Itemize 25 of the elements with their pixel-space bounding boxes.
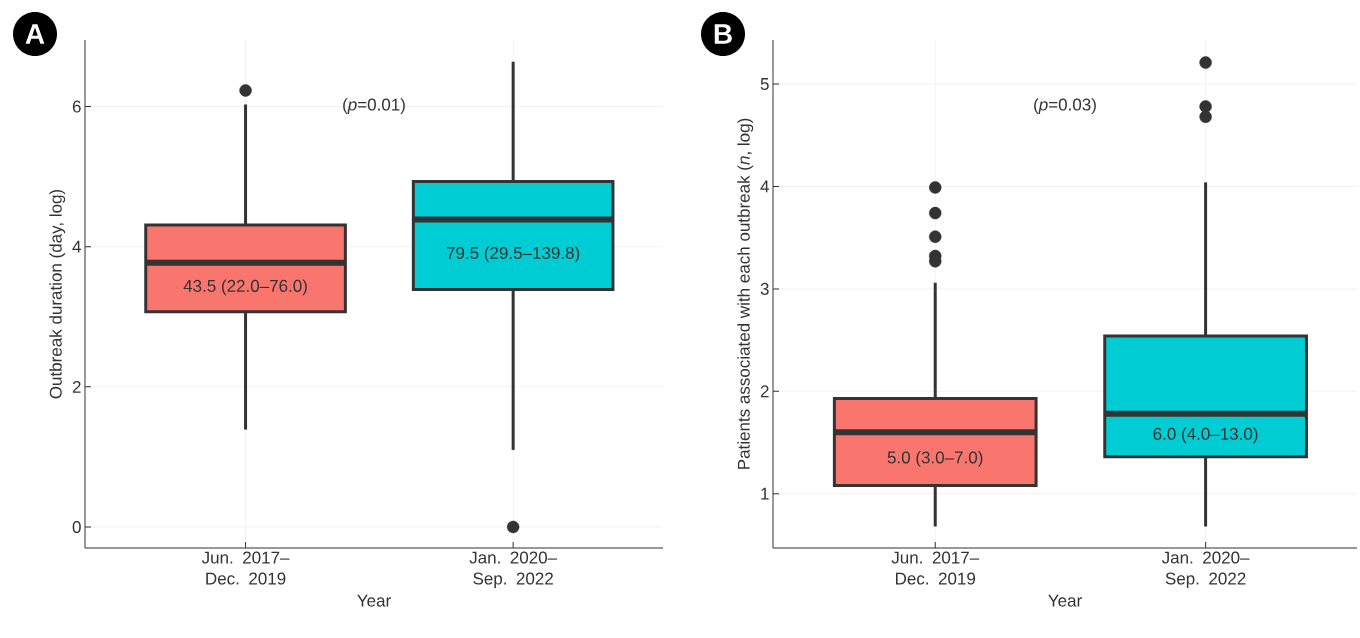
x-axis-title: Year <box>357 594 391 607</box>
y-axis-title: Patients associated with each outbreak (n, log) <box>737 118 754 469</box>
annotation: 6.0 (4.0–13.0) <box>1153 427 1258 444</box>
annotation: 43.5 (22.0–76.0) <box>183 279 307 296</box>
x-tick-label: Jun. 2017– Dec. 2019 <box>891 551 980 585</box>
x-tick-label: Jan. 2020– Sep. 2022 <box>1161 551 1250 588</box>
chart-title: B <box>714 24 732 44</box>
annotation: 79.5 (29.5–139.8) <box>446 246 580 263</box>
y-tick-label: 0 <box>72 520 81 533</box>
y-tick-label: 4 <box>760 180 769 193</box>
y-tick-label: 5 <box>760 78 769 90</box>
y-tick-label: 6 <box>72 100 81 113</box>
y-tick-label: 2 <box>72 380 81 393</box>
x-axis-title: Year <box>1048 594 1082 607</box>
y-tick-label: 3 <box>760 282 769 295</box>
annotation: (p=0.01) <box>343 98 405 114</box>
y-tick-label: 2 <box>760 385 769 398</box>
y-tick-label: 4 <box>72 240 81 253</box>
annotation: 5.0 (3.0–7.0) <box>887 450 983 467</box>
x-tick-label: Jun. 2017– Dec. 2019 <box>201 551 290 585</box>
x-tick-label: Jan. 2020– Sep. 2022 <box>469 551 558 588</box>
y-tick-label: 1 <box>761 487 769 500</box>
chart-title: A <box>25 24 45 44</box>
y-axis-title: Outbreak duration (day, log) <box>49 189 66 399</box>
annotation: (p=0.03) <box>1034 98 1096 114</box>
